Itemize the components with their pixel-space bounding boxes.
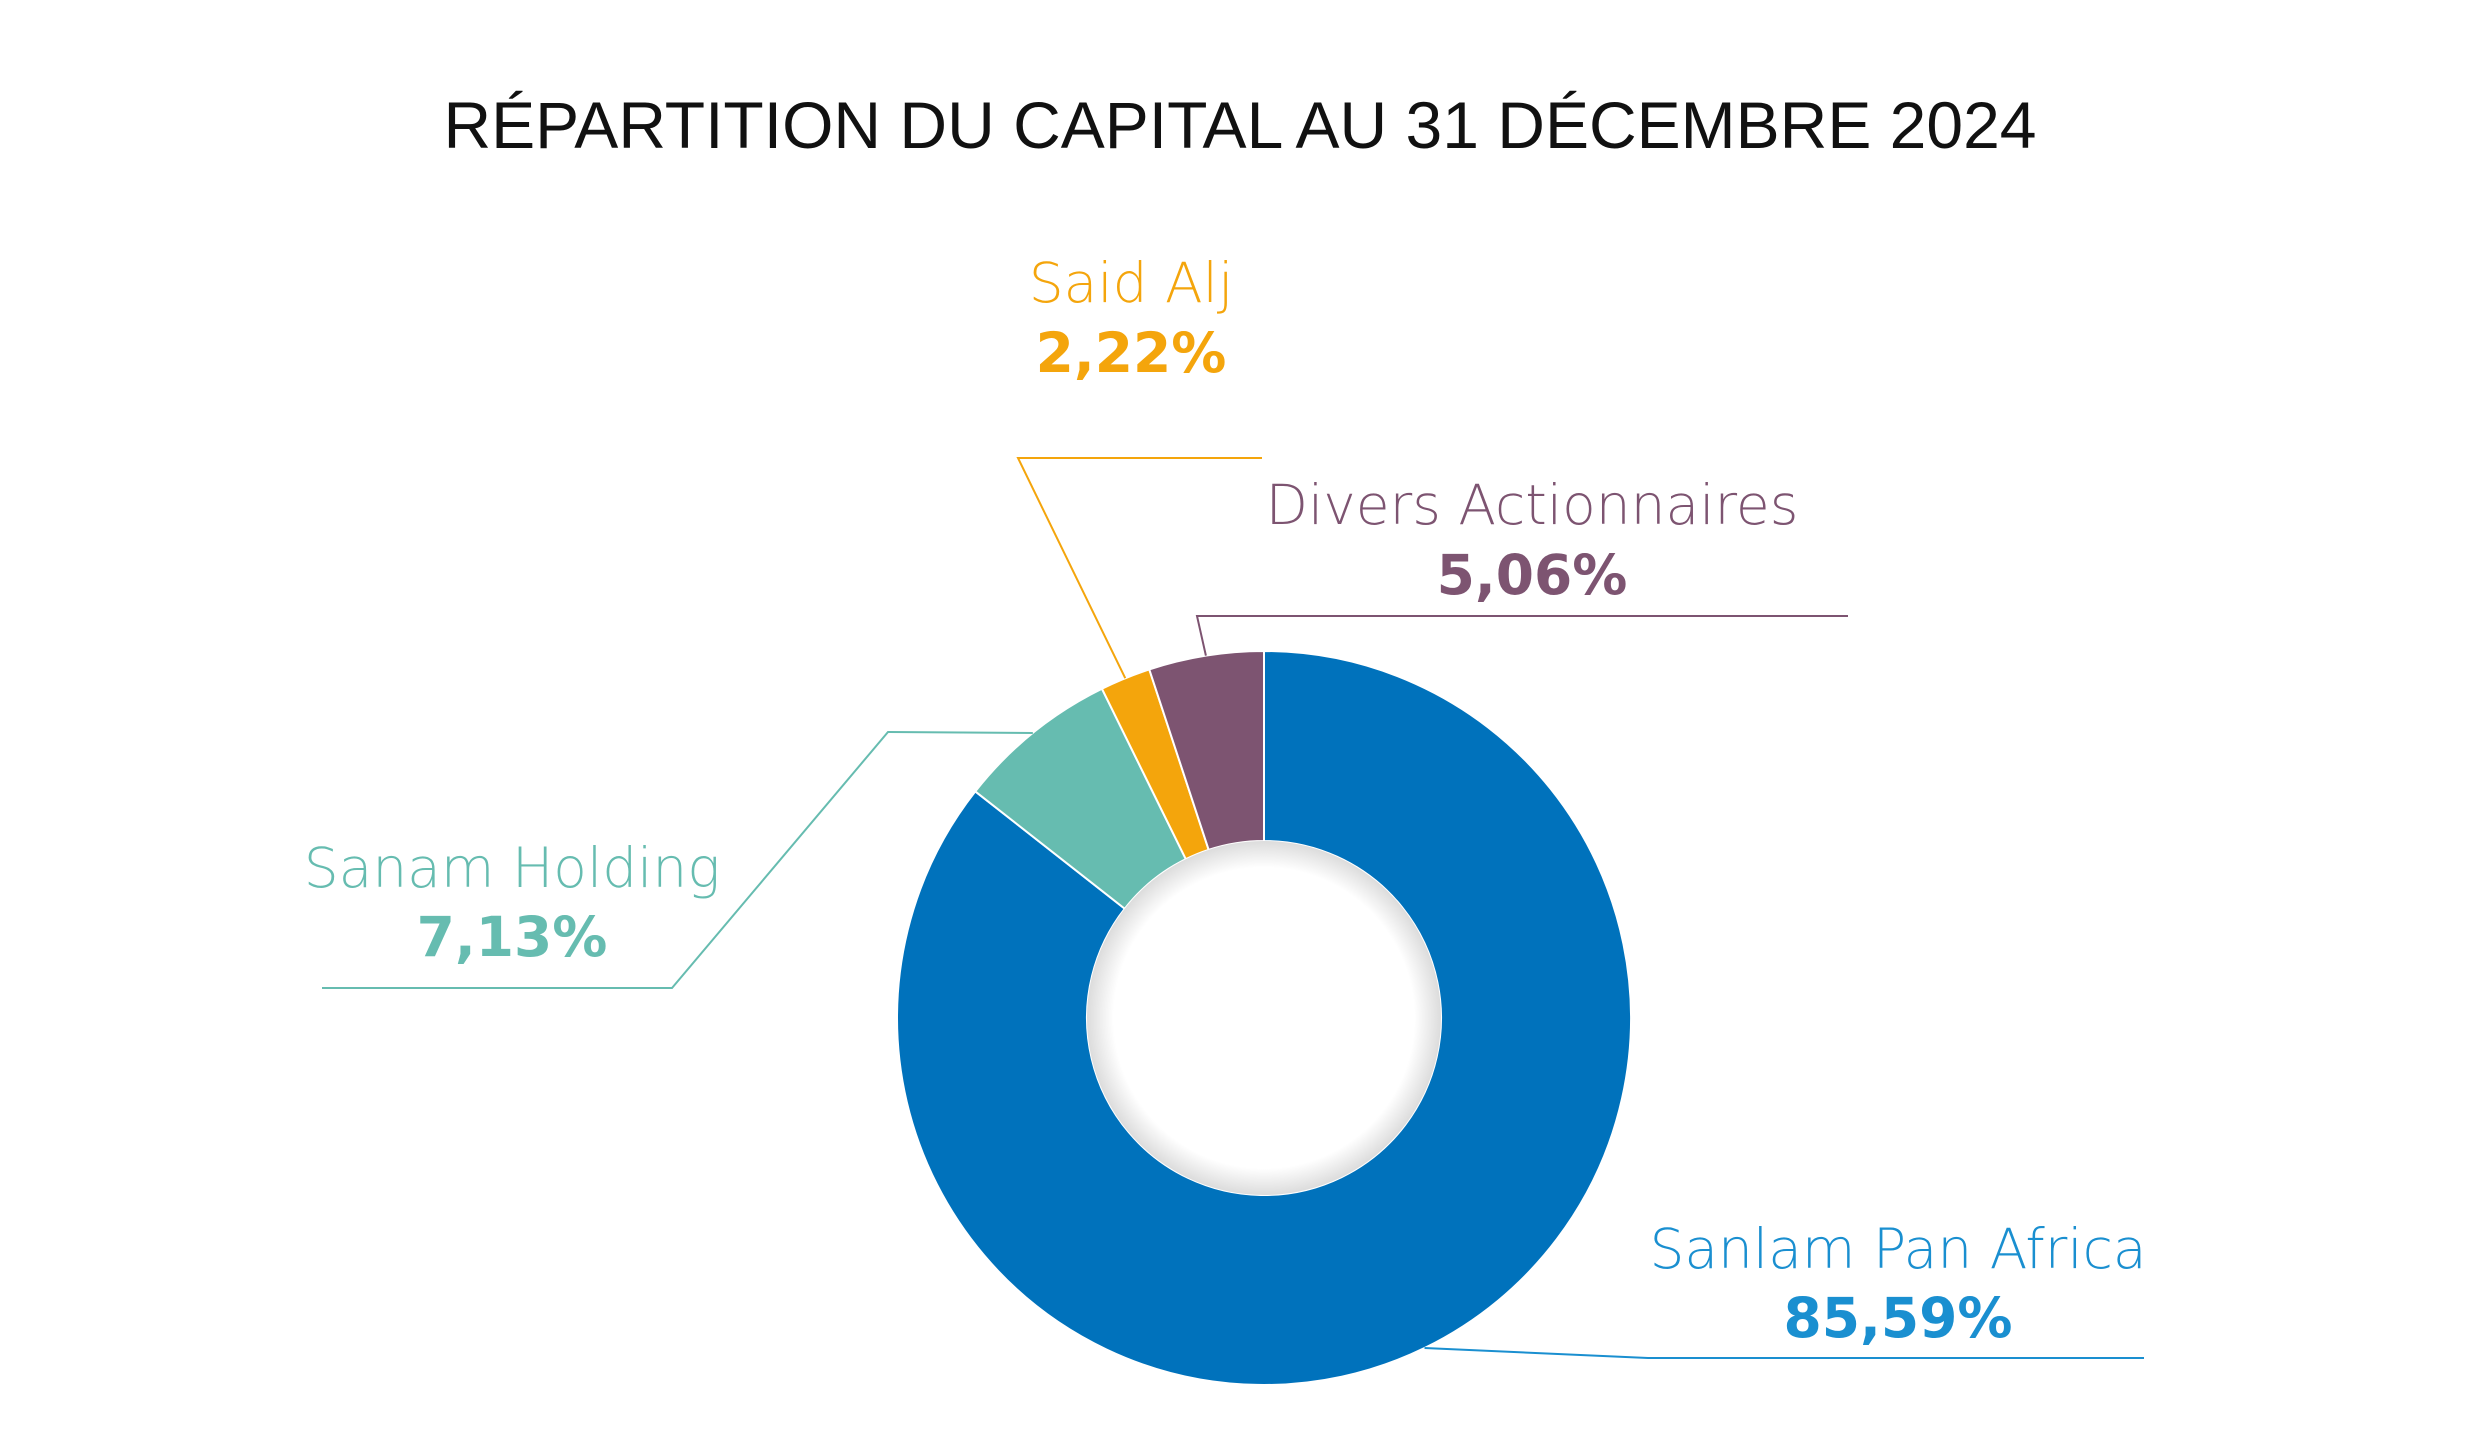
slice-label-name: Said Alj [1029,251,1233,315]
label-sanam-holding: Sanam Holding 7,13% [304,836,721,969]
slice-label-name: Sanam Holding [304,836,721,900]
leader-lines [322,457,2144,1359]
leader-line-said-alj [1016,457,1262,679]
donut-hole [1087,841,1441,1195]
label-sanlam-pan-africa: Sanlam Pan Africa 85,59% [1649,1217,2146,1350]
leader-line-sanlam-pan-africa [1424,1347,2144,1359]
slice-label-value: 2,22% [1036,321,1227,385]
slice-label-name: Sanlam Pan Africa [1649,1217,2146,1281]
donut-slice-sanlam-pan-africa [896,649,1632,1386]
leader-line-divers-actionnaires [1195,615,1848,656]
slice-label-value: 85,59% [1783,1286,2012,1350]
leader-line-sanam-holding [322,730,1033,989]
slice-label-name: Divers Actionnaires [1266,473,1799,537]
donut-slices [896,649,1632,1386]
label-said-alj: Said Alj 2,22% [1029,251,1233,385]
label-divers-actionnaires: Divers Actionnaires 5,06% [1266,473,1799,607]
slice-label-value: 5,06% [1437,543,1628,607]
chart-title: RÉPARTITION DU CAPITAL AU 31 DÉCEMBRE 20… [443,88,2036,162]
slice-label-value: 7,13% [417,905,608,969]
